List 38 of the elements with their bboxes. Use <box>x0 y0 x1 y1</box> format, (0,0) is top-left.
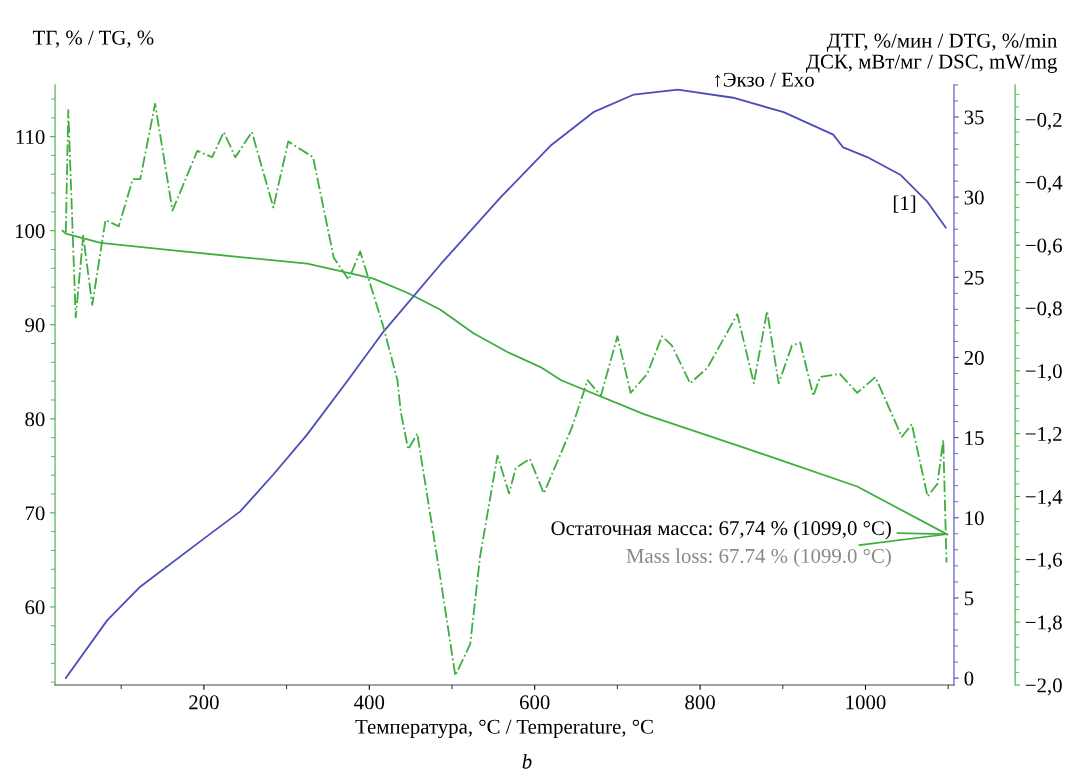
annotation: ↑Экзо / Exo <box>715 72 814 88</box>
y2-tick-label: 10 <box>965 511 984 526</box>
y-tick-label: 110 <box>16 130 45 145</box>
y2-tick-label: 20 <box>964 350 984 365</box>
y3-tick-label: −1,4 <box>1025 489 1063 507</box>
x-tick-label: 400 <box>354 695 385 710</box>
x-axis-title: Температура, °С / Temperature, °C <box>355 719 653 739</box>
y3-tick-label: −0,6 <box>1025 238 1062 256</box>
x-tick-label: 800 <box>685 695 715 710</box>
y3-tick-label: −1,0 <box>1025 364 1062 382</box>
y3-axis-title: ДТГ, %/мин / DTG, %/min <box>826 33 1058 52</box>
annotation: Остаточная масса: 67,74 % (1099,0 °C) <box>551 520 891 540</box>
y3-tick-label: −1,6 <box>1025 552 1062 570</box>
y2-tick-label: 0 <box>964 671 974 686</box>
y2-tick-label: 15 <box>965 431 984 446</box>
annotation: Mass loss: 67.74 % (1099.0 °C) <box>626 548 891 568</box>
y3-tick-label: −1,8 <box>1025 615 1062 633</box>
y3-tick-label: −0,2 <box>1025 112 1062 130</box>
y2-tick-label: 30 <box>964 190 984 205</box>
y-axis-title: ТГ, % / TG, % <box>32 30 154 48</box>
y-tick-label: 60 <box>25 600 45 615</box>
y2-tick-label: 25 <box>964 270 984 285</box>
y3-tick-label: −2,0 <box>1025 678 1062 696</box>
y-tick-label: 80 <box>25 412 45 427</box>
x-tick-label: 200 <box>189 695 219 710</box>
y-tick-label: 70 <box>25 506 45 521</box>
annotation: [1] <box>893 195 916 213</box>
y3-tick-label: −0,4 <box>1025 175 1063 193</box>
text: b <box>522 753 532 769</box>
y2-axis-title: ДСК, мВт/мг / DSC, mW/mg <box>805 54 1057 73</box>
y3-tick-label: −1,2 <box>1025 427 1062 445</box>
y2-tick-label: 35 <box>964 110 984 125</box>
x-tick-label: 600 <box>519 695 550 710</box>
y-tick-label: 100 <box>15 224 45 239</box>
y3-tick-label: −0,8 <box>1025 301 1062 319</box>
x-tick-label: 1000 <box>846 695 886 710</box>
y-tick-label: 90 <box>25 318 45 333</box>
y2-tick-label: 5 <box>964 591 974 606</box>
